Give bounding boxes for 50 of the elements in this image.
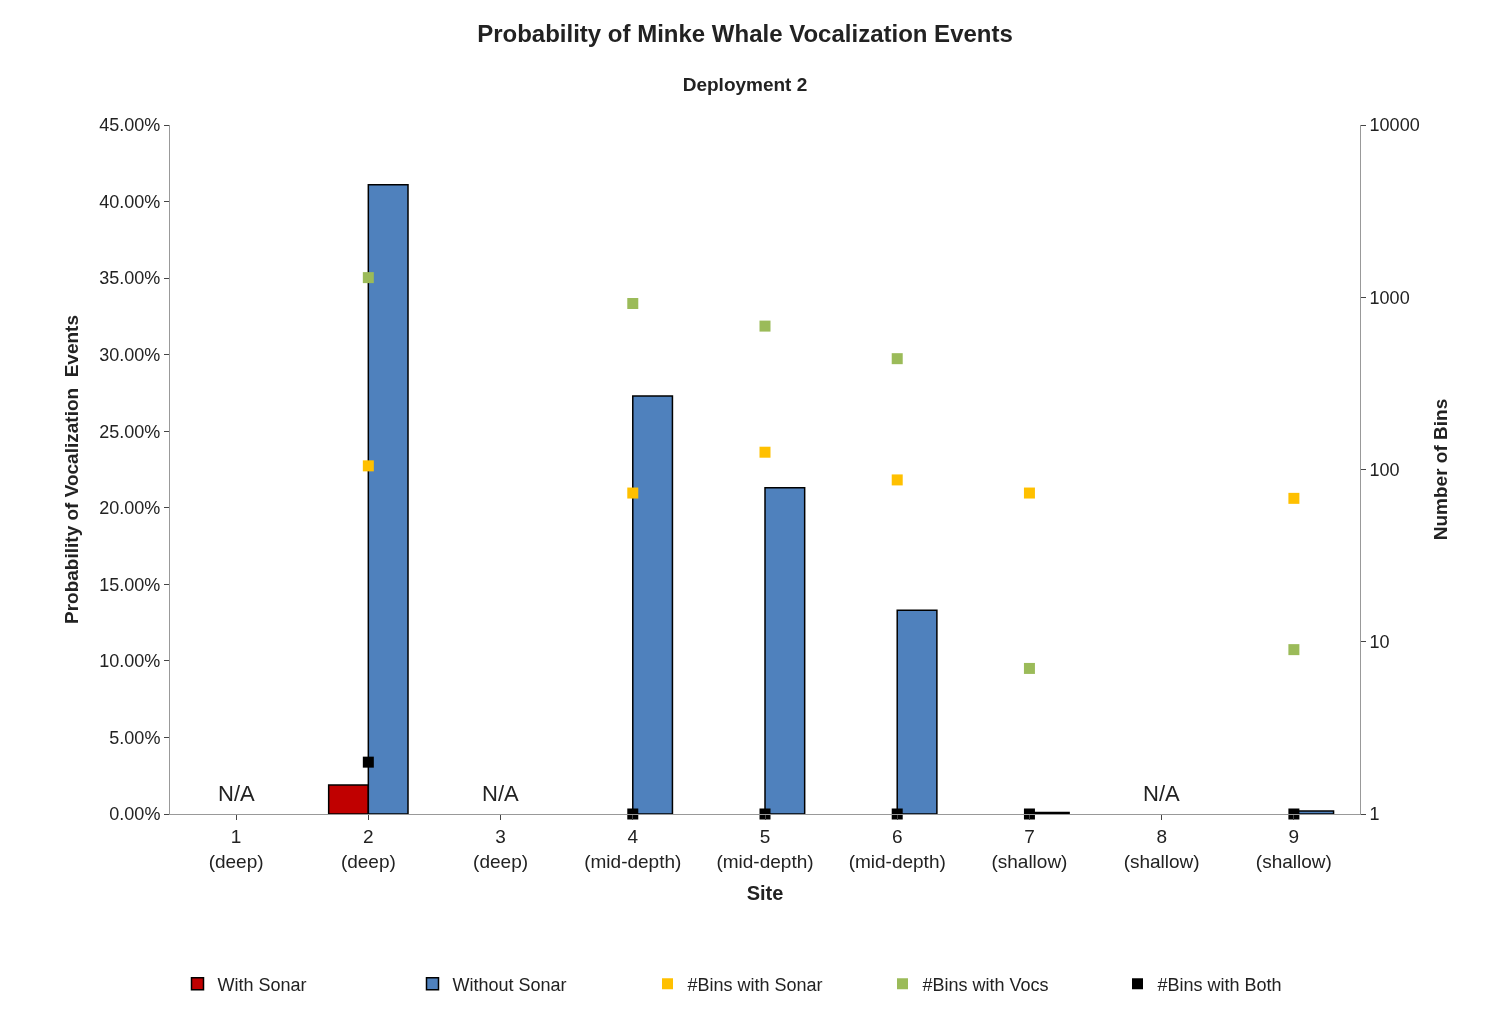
- y-tick-label: 10.00%: [99, 651, 161, 672]
- y2-tick-label: 10: [1369, 632, 1390, 653]
- y2-tick-label: 1: [1369, 804, 1380, 825]
- legend-label: #Bins with Both: [1157, 974, 1282, 995]
- x-tick-label: 6 (mid-depth): [848, 825, 946, 872]
- annotation: N/A: [482, 781, 519, 806]
- legend-label: #Bins with Sonar: [687, 974, 823, 995]
- point: [1288, 492, 1300, 504]
- x-tick-label: 4 (mid-depth): [584, 825, 682, 872]
- x-tick-label: 1 (deep): [208, 825, 264, 872]
- annotation: N/A: [1143, 781, 1180, 806]
- x-tick-label: 2 (deep): [340, 825, 396, 872]
- chart-title: Probability of Minke Whale Vocalization Events: [477, 20, 1013, 48]
- legend-label: #Bins with Vocs: [922, 974, 1049, 995]
- y-tick-label: 20.00%: [99, 498, 161, 519]
- point: [1288, 644, 1300, 656]
- point: [362, 460, 374, 472]
- point: [1023, 487, 1035, 499]
- y-axis-title: Probability of Vocalization Events: [61, 315, 83, 624]
- point: [891, 474, 903, 486]
- legend-label: Without Sonar: [452, 974, 567, 995]
- y2-tick-label: 10000: [1369, 115, 1420, 136]
- y2-tick-label: 100: [1369, 459, 1400, 480]
- point: [627, 487, 639, 499]
- y-tick-label: 30.00%: [99, 344, 161, 365]
- legend-label: With Sonar: [217, 974, 307, 995]
- point: [362, 272, 374, 284]
- annotation: N/A: [218, 781, 255, 806]
- x-tick-label: 5 (mid-depth): [716, 825, 814, 872]
- chart-subtitle: Deployment 2: [682, 74, 808, 96]
- x-tick-label: 9 (shallow): [1255, 825, 1332, 872]
- point: [759, 320, 771, 332]
- point: [759, 446, 771, 458]
- x-axis-title: Site: [746, 882, 784, 904]
- point: [1023, 662, 1035, 674]
- x-tick-label: 8 (shallow): [1123, 825, 1200, 872]
- y-tick-label: 25.00%: [99, 421, 161, 442]
- y-tick-label: 35.00%: [99, 268, 161, 289]
- y-tick-label: 5.00%: [109, 727, 161, 748]
- y2-axis-title: Number of Bins: [1430, 398, 1452, 541]
- point: [362, 756, 374, 768]
- y-tick-label: 40.00%: [99, 191, 161, 212]
- point: [627, 297, 639, 309]
- x-tick-label: 3 (deep): [473, 825, 529, 872]
- y2-tick-label: 1000: [1369, 287, 1410, 308]
- y-tick-label: 0.00%: [109, 804, 161, 825]
- y-tick-label: 15.00%: [99, 574, 161, 595]
- x-tick-label: 7 (shallow): [991, 825, 1068, 872]
- y-tick-label: 45.00%: [99, 115, 161, 136]
- point: [891, 353, 903, 365]
